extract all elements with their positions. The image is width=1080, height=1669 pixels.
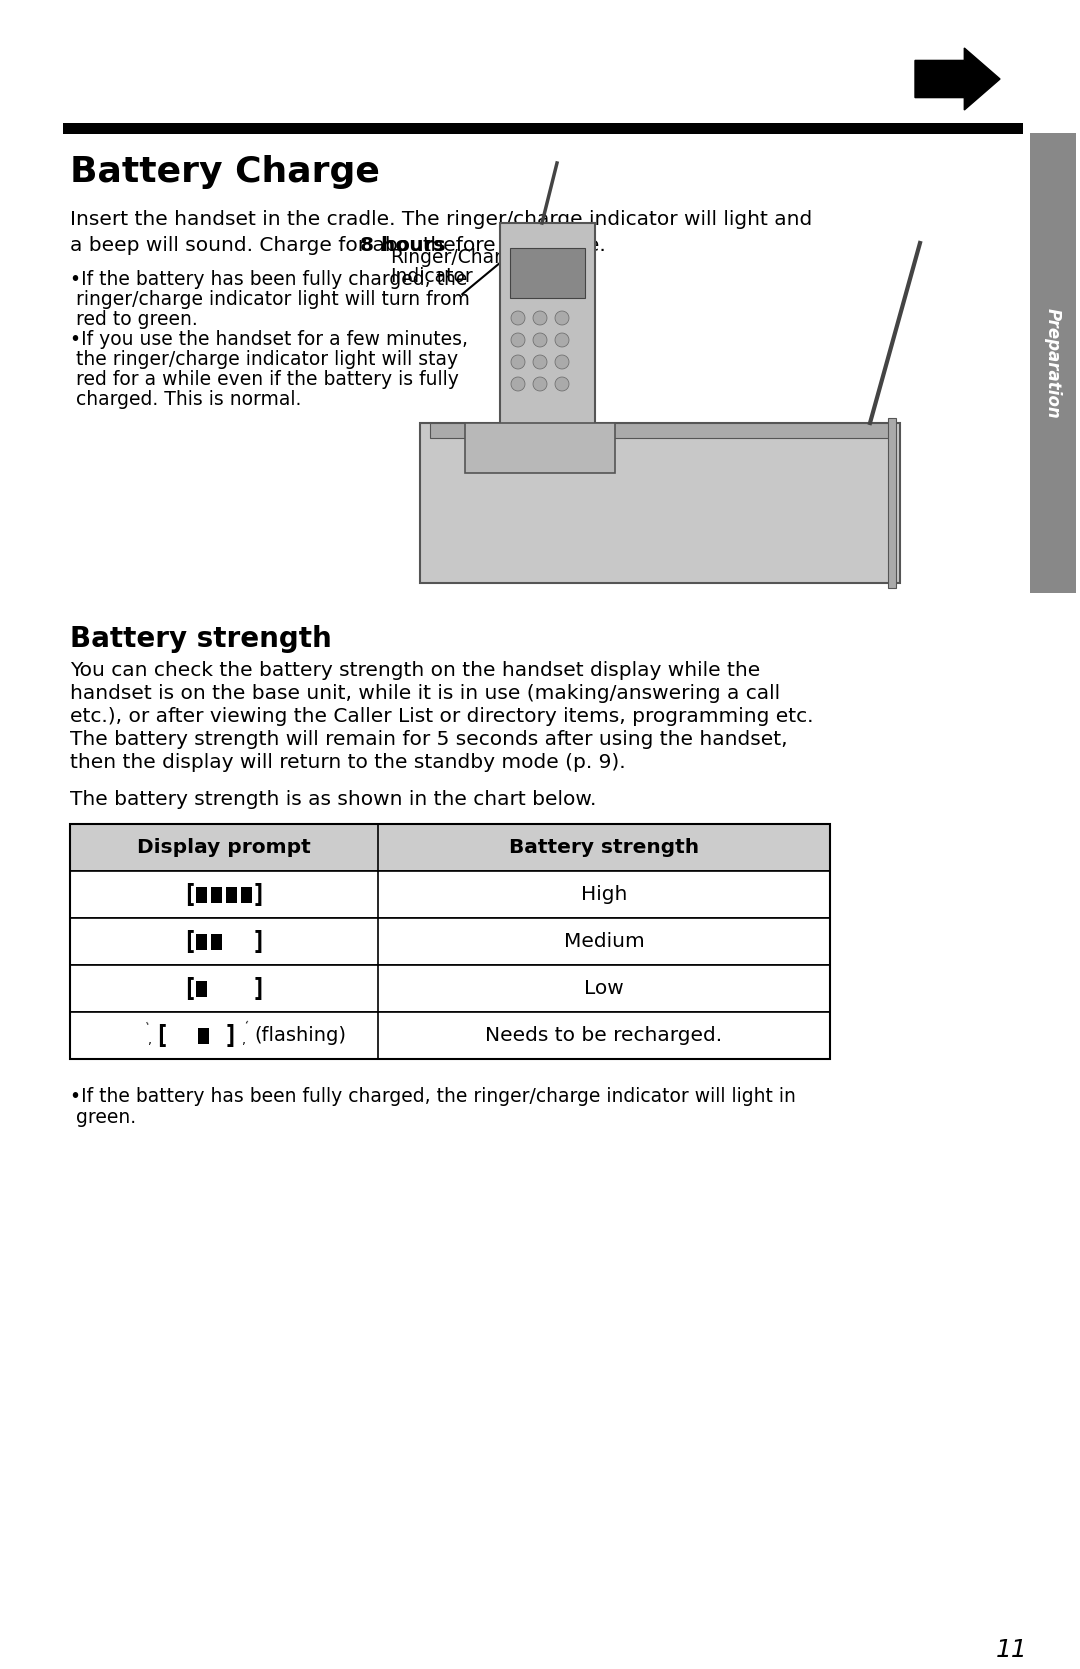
Text: ]: ] <box>252 976 266 1000</box>
Circle shape <box>511 377 525 391</box>
Bar <box>195 933 207 950</box>
Text: (flashing): (flashing) <box>254 1026 346 1045</box>
Text: The battery strength is as shown in the chart below.: The battery strength is as shown in the … <box>70 789 596 809</box>
Text: Ringer/Charge: Ringer/Charge <box>390 249 525 267</box>
Text: [: [ <box>181 976 197 1000</box>
Bar <box>70 965 831 1011</box>
Bar <box>888 417 896 587</box>
Circle shape <box>555 377 569 391</box>
Text: •If you use the handset for a few minutes,: •If you use the handset for a few minute… <box>70 330 468 349</box>
Text: [: [ <box>154 1023 168 1048</box>
Text: green.: green. <box>70 1108 136 1127</box>
Circle shape <box>511 355 525 369</box>
Text: ]: ] <box>252 930 266 953</box>
Circle shape <box>534 334 546 347</box>
Text: Insert the handset in the cradle. The ringer/charge indicator will light and: Insert the handset in the cradle. The ri… <box>70 210 812 229</box>
Text: ]: ] <box>224 1023 238 1048</box>
Text: Display prompt: Display prompt <box>137 838 311 856</box>
Bar <box>465 422 615 472</box>
Text: 8 hours: 8 hours <box>360 235 445 255</box>
Text: •If the battery has been fully charged, the ringer/charge indicator will light i: •If the battery has been fully charged, … <box>70 1087 796 1107</box>
Bar <box>70 1011 831 1060</box>
Bar <box>241 980 252 996</box>
Text: Medium: Medium <box>564 931 645 951</box>
Text: You can check the battery strength on the handset display while the: You can check the battery strength on th… <box>70 661 760 679</box>
Text: Needs to be recharged.: Needs to be recharged. <box>485 1026 723 1045</box>
Text: Battery strength: Battery strength <box>70 624 332 653</box>
Text: the ringer/charge indicator light will stay: the ringer/charge indicator light will s… <box>70 350 458 369</box>
Bar <box>241 933 252 950</box>
Bar <box>226 933 237 950</box>
Text: handset is on the base unit, while it is in use (making/answering a call: handset is on the base unit, while it is… <box>70 684 780 703</box>
Text: [: [ <box>181 883 197 906</box>
Text: Indicator: Indicator <box>390 267 473 285</box>
Text: Battery strength: Battery strength <box>509 838 699 856</box>
Text: ': ' <box>145 1020 154 1033</box>
Bar <box>211 933 221 950</box>
Bar <box>70 871 831 918</box>
Polygon shape <box>915 48 1000 110</box>
Bar <box>211 886 221 903</box>
Text: Battery Charge: Battery Charge <box>70 155 380 189</box>
Bar <box>226 980 237 996</box>
Circle shape <box>555 355 569 369</box>
Circle shape <box>555 310 569 325</box>
Bar <box>211 980 221 996</box>
Text: The battery strength will remain for 5 seconds after using the handset,: The battery strength will remain for 5 s… <box>70 729 787 749</box>
Text: ': ' <box>239 1020 248 1033</box>
Bar <box>500 224 595 452</box>
Circle shape <box>534 310 546 325</box>
Text: Preparation: Preparation <box>1044 307 1062 419</box>
Bar <box>430 422 890 437</box>
Text: then the display will return to the standby mode (p. 9).: then the display will return to the stan… <box>70 753 625 773</box>
Circle shape <box>511 334 525 347</box>
Bar <box>420 422 900 582</box>
Bar <box>510 249 585 299</box>
Circle shape <box>511 310 525 325</box>
Text: red for a while even if the battery is fully: red for a while even if the battery is f… <box>70 371 459 389</box>
Circle shape <box>555 334 569 347</box>
Text: etc.), or after viewing the Caller List or directory items, programming etc.: etc.), or after viewing the Caller List … <box>70 708 813 726</box>
Bar <box>70 824 831 871</box>
Text: charged. This is normal.: charged. This is normal. <box>70 391 301 409</box>
Bar <box>198 1028 208 1043</box>
Bar <box>63 124 1023 134</box>
Text: Low: Low <box>584 980 624 998</box>
Text: a beep will sound. Charge for about: a beep will sound. Charge for about <box>70 235 437 255</box>
Bar <box>70 918 831 965</box>
Text: before initial use.: before initial use. <box>424 235 606 255</box>
Bar <box>195 980 207 996</box>
Bar <box>70 824 831 1060</box>
Text: •If the battery has been fully charged, the: •If the battery has been fully charged, … <box>70 270 468 289</box>
Text: ]: ] <box>252 883 266 906</box>
Text: [: [ <box>181 930 197 953</box>
Circle shape <box>534 355 546 369</box>
Text: High: High <box>581 885 627 905</box>
Bar <box>195 886 207 903</box>
Text: red to green.: red to green. <box>70 310 198 329</box>
Bar <box>1030 134 1076 592</box>
Bar <box>241 886 252 903</box>
Text: ,: , <box>242 1035 246 1046</box>
Circle shape <box>534 377 546 391</box>
Bar <box>226 886 237 903</box>
Text: ,: , <box>148 1035 152 1046</box>
Text: 11: 11 <box>996 1637 1028 1662</box>
Text: ringer/charge indicator light will turn from: ringer/charge indicator light will turn … <box>70 290 470 309</box>
